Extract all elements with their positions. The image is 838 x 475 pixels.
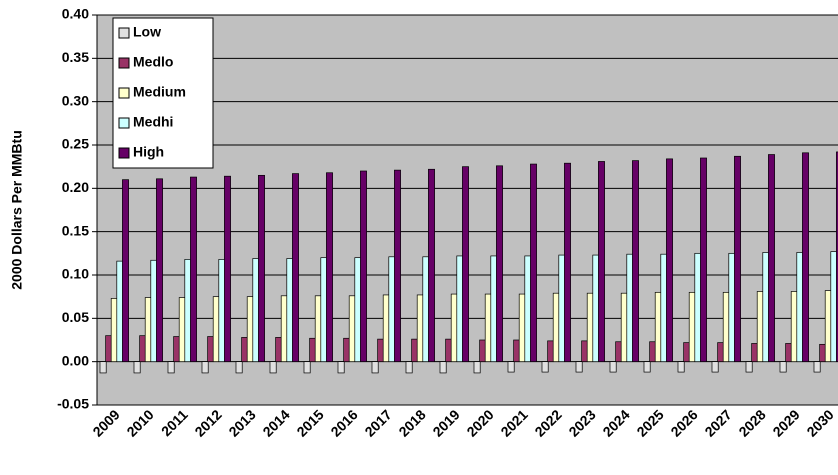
x-tick-label: 2014 xyxy=(259,406,292,439)
bar xyxy=(156,178,163,363)
bar xyxy=(258,174,265,363)
legend-label: Medhi xyxy=(133,114,173,130)
legend-swatch xyxy=(118,27,130,39)
y-tick-label: 0.35 xyxy=(62,49,89,65)
bar xyxy=(768,154,775,363)
legend-swatch xyxy=(118,147,130,159)
bar xyxy=(201,361,209,374)
x-tick-label: 2024 xyxy=(599,406,632,439)
bar xyxy=(575,361,583,373)
bar xyxy=(632,160,639,363)
bar xyxy=(326,172,333,363)
y-tick-label: 0.30 xyxy=(62,92,89,108)
x-tick-label: 2025 xyxy=(633,406,666,439)
legend-label: Medlo xyxy=(133,54,173,70)
y-tick-label: 0.00 xyxy=(62,352,89,368)
bar xyxy=(507,361,515,373)
legend-swatch xyxy=(118,117,130,129)
bar xyxy=(598,161,605,363)
bar xyxy=(734,155,741,363)
x-tick-label: 2016 xyxy=(327,406,360,439)
bar xyxy=(439,361,447,374)
y-tick-label: 0.15 xyxy=(62,222,89,238)
y-tick-label: 0.25 xyxy=(62,136,89,152)
x-tick-label: 2020 xyxy=(463,406,496,439)
bar xyxy=(167,361,175,374)
x-tick-label: 2017 xyxy=(361,406,394,439)
y-tick-label: -0.05 xyxy=(57,396,89,412)
x-tick-label: 2012 xyxy=(191,406,224,439)
bar xyxy=(473,361,481,374)
legend-box xyxy=(112,17,214,169)
bar xyxy=(541,361,549,373)
x-tick-label: 2023 xyxy=(565,406,598,439)
bar xyxy=(564,162,571,363)
bar xyxy=(779,361,787,373)
y-tick-label: 0.20 xyxy=(62,179,89,195)
bar xyxy=(224,175,231,363)
x-tick-label: 2018 xyxy=(395,406,428,439)
bar xyxy=(122,179,129,363)
bar xyxy=(643,361,651,373)
bar xyxy=(836,151,838,363)
x-tick-label: 2027 xyxy=(701,406,734,439)
bar xyxy=(462,166,469,363)
legend-swatch xyxy=(118,57,130,69)
x-tick-label: 2026 xyxy=(667,406,700,439)
bar xyxy=(371,361,379,374)
legend-label: High xyxy=(133,144,164,160)
bar xyxy=(269,361,277,374)
bar xyxy=(700,157,707,363)
x-tick-label: 2015 xyxy=(293,406,326,439)
x-tick-label: 2029 xyxy=(769,406,802,439)
bar xyxy=(666,158,673,363)
y-axis-label: 2000 Dollars Per MMBtu xyxy=(9,130,25,290)
bar xyxy=(360,170,367,363)
bar xyxy=(405,361,413,374)
x-tick-label: 2019 xyxy=(429,406,462,439)
legend-swatch xyxy=(118,87,130,99)
bar xyxy=(802,152,809,363)
bar xyxy=(677,361,685,373)
x-tick-label: 2021 xyxy=(497,406,530,439)
x-tick-label: 2013 xyxy=(225,406,258,439)
x-tick-label: 2028 xyxy=(735,406,768,439)
legend-label: Low xyxy=(133,24,161,40)
x-tick-label: 2009 xyxy=(89,406,122,439)
x-tick-label: 2030 xyxy=(803,406,836,439)
bar xyxy=(235,361,243,374)
y-tick-label: 0.40 xyxy=(62,6,89,22)
y-tick-label: 0.05 xyxy=(62,309,89,325)
bar xyxy=(711,361,719,373)
x-tick-label: 2010 xyxy=(123,406,156,439)
bar xyxy=(745,361,753,373)
bar xyxy=(813,361,821,373)
bar xyxy=(303,361,311,374)
bar xyxy=(99,361,107,374)
bar xyxy=(530,163,537,363)
legend-label: Medium xyxy=(133,84,186,100)
bar xyxy=(609,361,617,373)
x-tick-label: 2022 xyxy=(531,406,564,439)
x-tick-label: 2011 xyxy=(158,406,191,439)
bar xyxy=(428,168,435,363)
bar xyxy=(337,361,345,374)
bar xyxy=(394,169,401,363)
bar xyxy=(292,173,299,363)
bar xyxy=(133,361,141,374)
bar xyxy=(496,165,503,363)
y-tick-label: 0.10 xyxy=(62,266,89,282)
bar xyxy=(190,176,197,363)
